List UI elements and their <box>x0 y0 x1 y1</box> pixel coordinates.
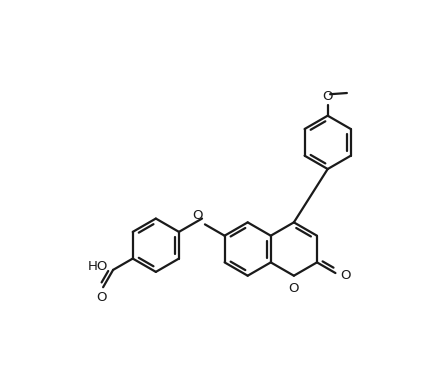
Text: O: O <box>289 282 299 295</box>
Text: O: O <box>96 291 107 304</box>
Text: O: O <box>340 269 351 282</box>
Text: O: O <box>322 90 333 103</box>
Text: O: O <box>193 209 203 222</box>
Text: HO: HO <box>88 260 108 273</box>
